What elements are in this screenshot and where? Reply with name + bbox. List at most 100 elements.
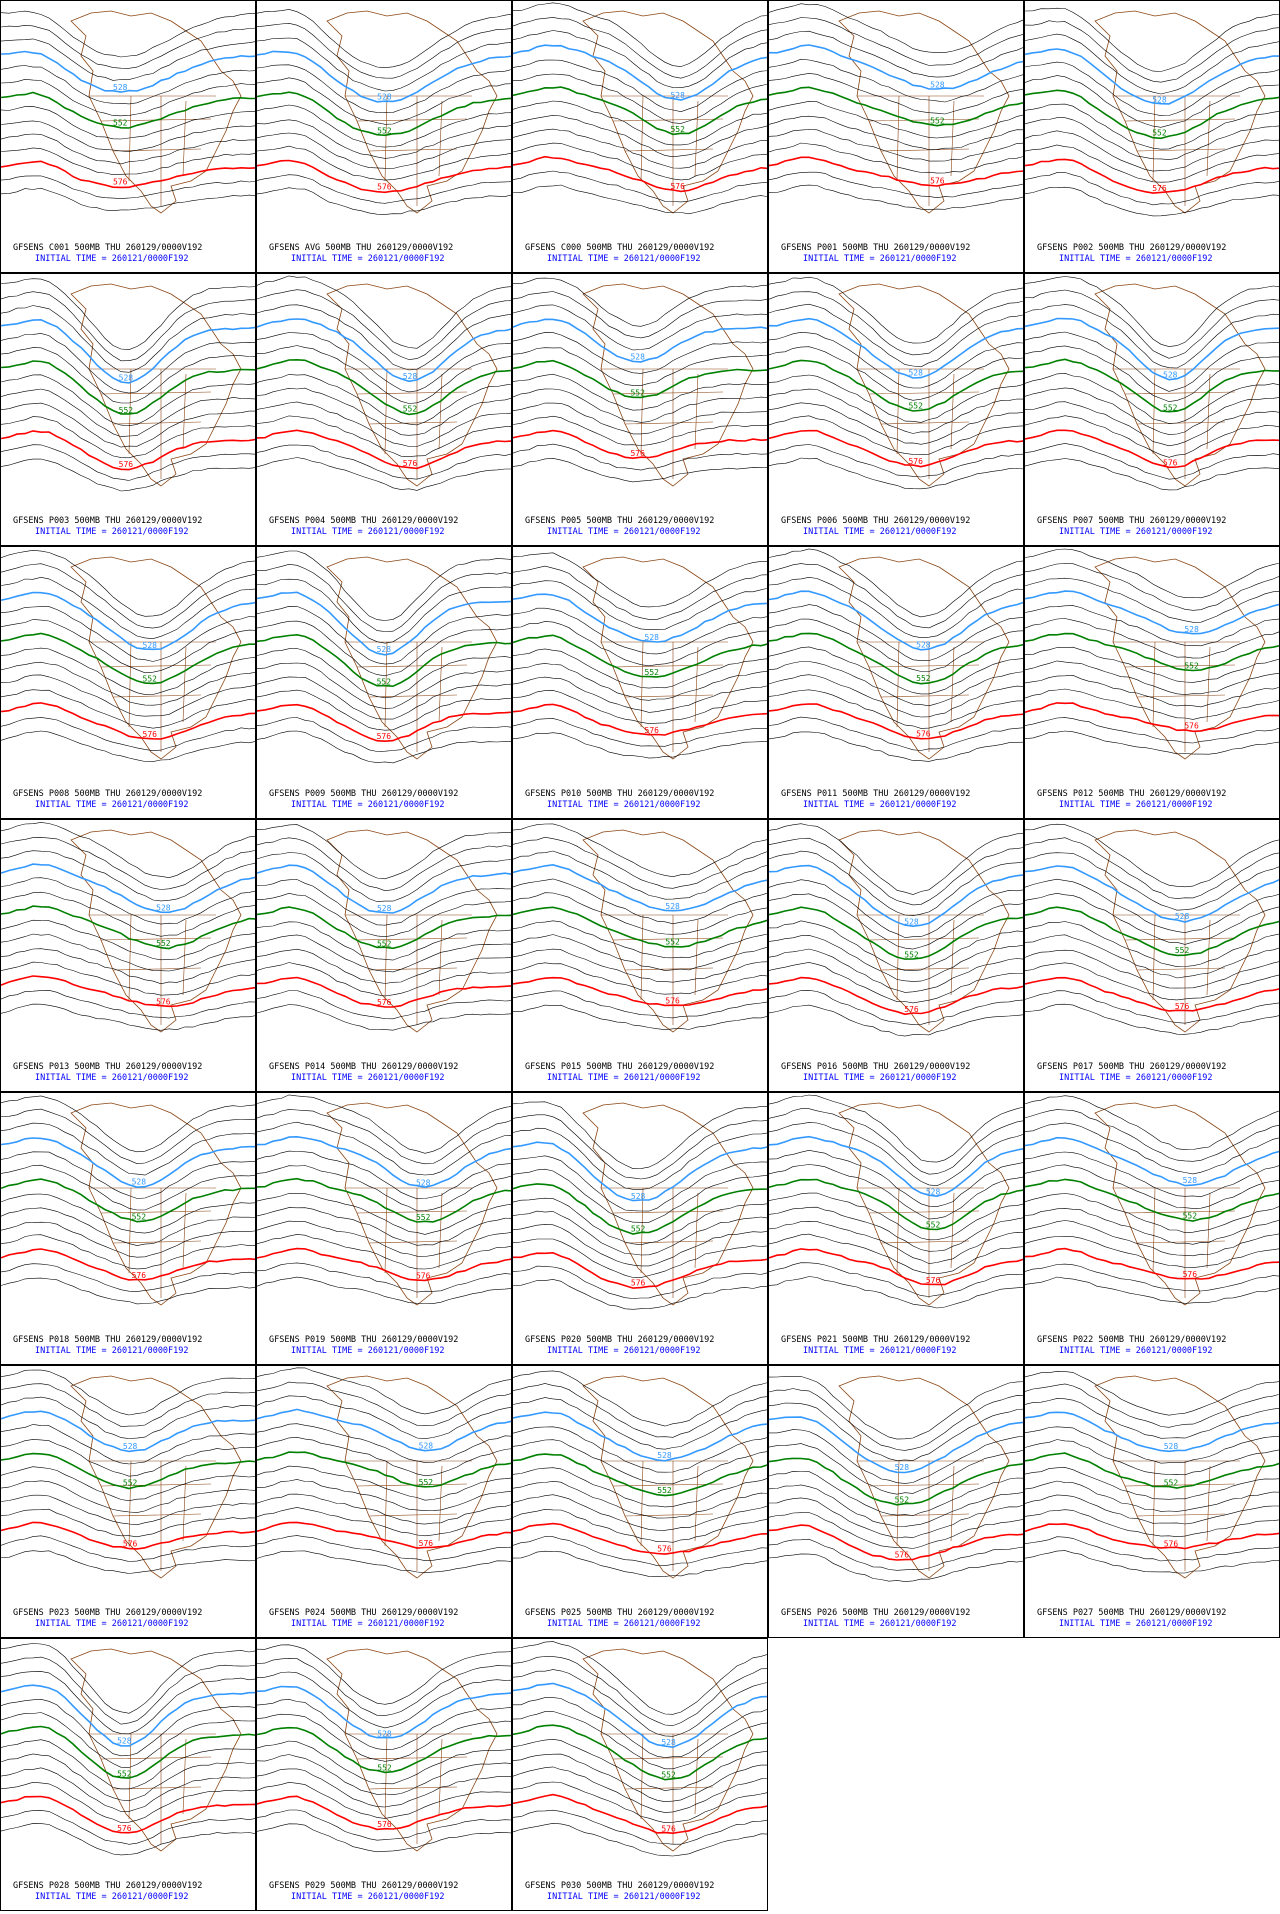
contour: [512, 552, 770, 608]
contour: [1024, 1452, 1280, 1489]
contour: [256, 1381, 514, 1426]
contour: [512, 878, 770, 925]
contour: [256, 1550, 514, 1574]
state-borders: [857, 1187, 984, 1298]
contour-label: 576: [916, 730, 931, 739]
state-borders: [857, 1460, 984, 1571]
contour: [0, 147, 258, 176]
contour: [513, 1251, 770, 1289]
contour: [256, 990, 514, 1020]
contour: [1024, 823, 1280, 888]
contour: [0, 1494, 258, 1526]
contour-label: 576: [661, 1825, 676, 1834]
contour: [256, 374, 514, 426]
contour: [0, 374, 258, 427]
contour-label: 528: [916, 641, 931, 650]
contour: [256, 921, 514, 961]
contour: [0, 416, 258, 459]
initial-time: INITIAL TIME = 260121/0000F192: [547, 254, 701, 264]
state-borders: [1113, 914, 1240, 1025]
contour: [1024, 317, 1280, 381]
contour-label: 552: [665, 938, 680, 947]
contour: [512, 863, 770, 912]
contour: [1024, 443, 1280, 480]
contour: [0, 1137, 257, 1189]
coastline: [1094, 1102, 1266, 1306]
contour-label: 576: [143, 730, 158, 739]
contour-label: 528: [1183, 1176, 1198, 1185]
contour: [0, 175, 258, 199]
contour: [256, 852, 514, 902]
contour: [768, 276, 1026, 344]
contour-label: 576: [930, 176, 945, 185]
contour-label: 552: [1163, 403, 1178, 412]
contour: [256, 550, 514, 621]
contour: [0, 1410, 258, 1453]
contour-label: 528: [419, 1441, 434, 1450]
initial-time: INITIAL TIME = 260121/0000F192: [35, 1346, 189, 1356]
contour: [512, 1550, 770, 1578]
state-borders: [345, 914, 472, 1025]
initial-time: INITIAL TIME = 260121/0000F192: [803, 1346, 957, 1356]
map: 528 552 576 GFSENS P029 500MB THU 260129/00…: [256, 1644, 514, 1910]
contour: [0, 1643, 258, 1714]
contour: [768, 1376, 1026, 1440]
contour-label: 528: [895, 1463, 910, 1472]
panel-title: GFSENS P018 500MB THU 260129/0000V192: [13, 1335, 202, 1345]
contour: [1024, 934, 1280, 979]
contour: [768, 1220, 1026, 1264]
contour: [768, 317, 1026, 379]
contour-label: 528: [1163, 371, 1178, 380]
contour-label: 552: [416, 1213, 431, 1222]
initial-time: INITIAL TIME = 260121/0000F192: [547, 800, 701, 810]
contour-label: 552: [926, 1221, 941, 1230]
coastline: [582, 556, 754, 760]
contour: [256, 132, 514, 169]
contour: [512, 703, 770, 736]
contour: [768, 129, 1026, 162]
contour: [1024, 1370, 1280, 1416]
contour: [768, 1276, 1026, 1309]
contour: [512, 663, 770, 701]
contour: [257, 879, 514, 926]
contour: [0, 187, 258, 212]
contour: [512, 114, 770, 158]
contour-label: 552: [670, 125, 685, 134]
contour: [0, 50, 258, 93]
map: 528 552 576 GFSENS P023 500MB THU 260129/00…: [0, 1369, 258, 1637]
contour-label: 552: [1164, 1478, 1179, 1487]
panel-title: GFSENS P008 500MB THU 260129/0000V192: [13, 789, 202, 799]
map: 528 552 576 GFSENS P026 500MB THU 260129/00…: [768, 1375, 1026, 1637]
contour: [256, 429, 514, 470]
contour: [256, 64, 514, 113]
contour-label: 528: [403, 372, 418, 381]
map: 528 552 576 GFSENS C000 500MB THU 260129/00…: [512, 2, 770, 272]
contour: [768, 331, 1026, 389]
contour-label: 552: [156, 939, 171, 948]
contour: [512, 948, 770, 983]
coastline: [1094, 283, 1266, 487]
contour-label: 552: [377, 126, 392, 135]
contour: [1024, 1523, 1280, 1550]
caption-bg: [1, 783, 255, 818]
state-borders: [601, 368, 728, 479]
contour: [768, 879, 1026, 938]
contour-label: 552: [377, 1763, 392, 1772]
contour: [256, 457, 513, 491]
contour: [768, 618, 1026, 672]
coastline: [326, 283, 498, 487]
contour-label: 528: [416, 1178, 431, 1187]
contour: [1024, 990, 1280, 1024]
contour: [256, 318, 514, 383]
contour: [0, 905, 258, 950]
contour: [768, 1470, 1026, 1516]
contour: [1024, 75, 1280, 128]
contour: [512, 565, 770, 620]
contour: [768, 989, 1026, 1025]
map: 528 552 576 GFSENS P004 500MB THU 260129/00…: [256, 275, 514, 545]
contour: [256, 1109, 514, 1165]
contour-label: 552: [119, 406, 134, 415]
contour: [1024, 1494, 1280, 1525]
contour: [512, 304, 770, 351]
contour: [1024, 702, 1280, 733]
